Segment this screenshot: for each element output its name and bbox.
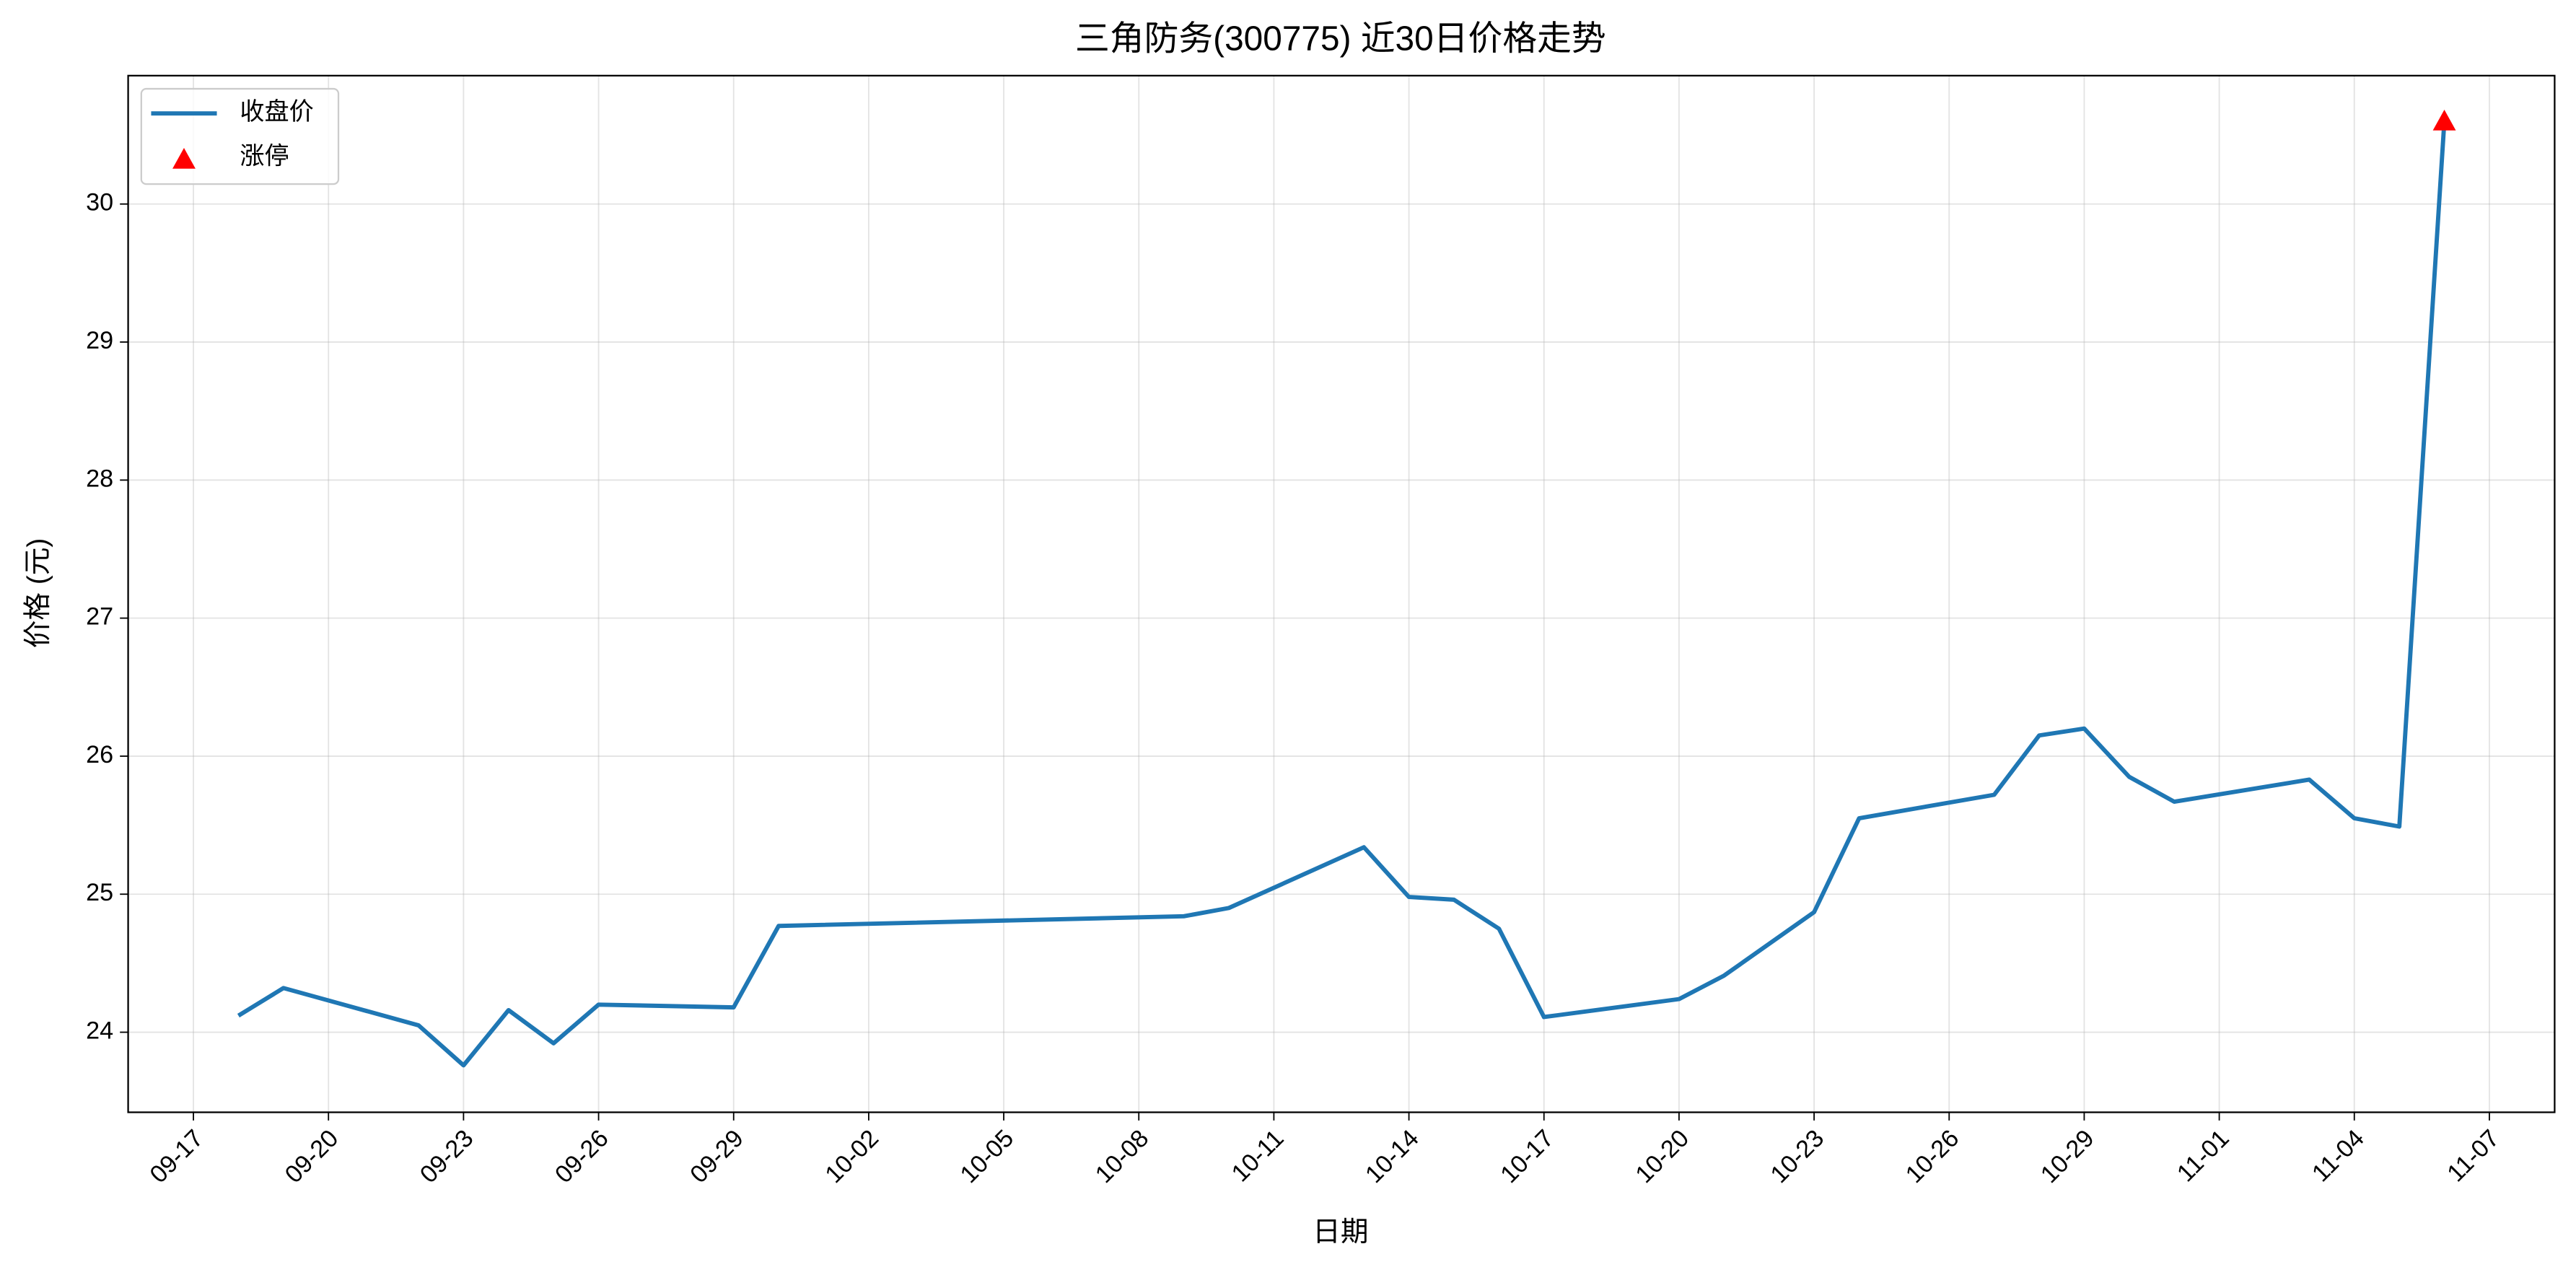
y-tick-label: 29 [86,327,113,354]
x-tick-label: 09-17 [145,1125,209,1189]
plot-frame [127,74,2556,1113]
y-tick-label: 25 [86,879,113,906]
x-tick-label: 10-11 [1227,1125,1289,1188]
x-tick-label: 10-23 [1766,1125,1830,1189]
y-axis-label: 价格 (元) [22,538,53,649]
limit-up-marker [2432,110,2456,131]
x-tick-label: 09-29 [685,1125,749,1189]
x-tick-label: 10-02 [820,1125,884,1189]
x-tick-label: 09-26 [550,1125,614,1189]
x-tick-label: 10-17 [1495,1125,1559,1189]
x-tick-label: 10-14 [1360,1125,1424,1189]
x-tick-label: 11-07 [2442,1125,2505,1188]
x-tick-label: 10-05 [955,1125,1020,1189]
x-axis-label: 日期 [1313,1217,1368,1248]
price-line [237,121,2447,1068]
x-tick-label: 10-08 [1090,1125,1155,1189]
y-tick-label: 30 [86,189,113,216]
x-tick-label: 09-20 [280,1125,344,1189]
legend-marker [172,148,196,169]
x-tick-label: 10-26 [1901,1125,1965,1189]
y-tick-label: 28 [86,465,113,492]
y-tick-label: 27 [86,603,113,631]
y-tick-label: 26 [86,741,113,768]
x-tick-label: 10-20 [1630,1125,1694,1189]
chart-title: 三角防务(300775) 近30日价格走势 [1075,20,1606,58]
x-tick-label: 11-01 [2172,1125,2235,1188]
y-tick-label: 24 [86,1017,113,1045]
x-tick-label: 10-29 [2036,1125,2100,1189]
x-tick-label: 09-23 [415,1125,479,1189]
legend-label: 涨停 [240,143,289,170]
x-tick-label: 11-04 [2307,1125,2370,1188]
legend-label: 收盘价 [240,98,313,126]
